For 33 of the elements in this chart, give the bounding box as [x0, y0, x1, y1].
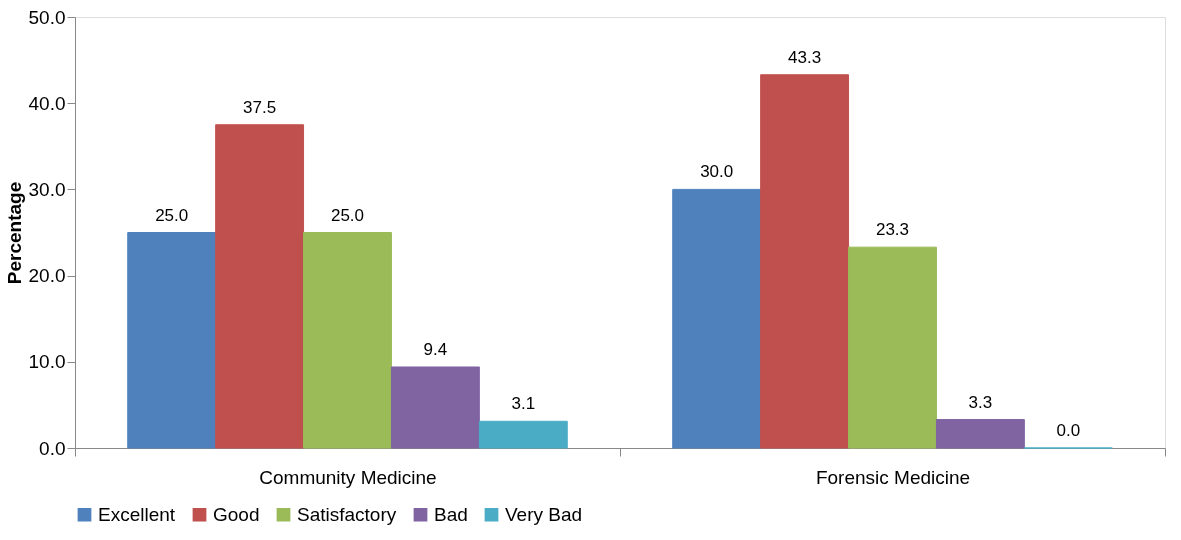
bar	[127, 232, 217, 449]
legend-label: Bad	[434, 503, 468, 525]
legend-label: Satisfactory	[297, 503, 397, 525]
bar	[760, 74, 850, 449]
bar	[848, 246, 937, 449]
y-tick-label: 40.0	[28, 92, 66, 114]
bar	[215, 124, 305, 449]
x-tick-label: Forensic Medicine	[815, 466, 971, 488]
bar	[303, 232, 392, 449]
data-label: 25.0	[155, 205, 189, 225]
x-tick-label: Community Medicine	[259, 466, 437, 488]
data-label: 37.5	[243, 97, 277, 117]
data-label: 9.4	[423, 339, 448, 359]
data-label: 3.3	[968, 392, 993, 412]
data-label: 23.3	[875, 220, 910, 240]
y-tick-label: 30.0	[28, 178, 66, 200]
legend-label: Excellent	[98, 503, 176, 525]
legend-label: Good	[213, 503, 260, 525]
y-tick-label: 20.0	[28, 265, 66, 287]
y-tick-label: 10.0	[28, 351, 66, 373]
legend-label: Very Bad	[505, 503, 583, 525]
bar	[935, 419, 1025, 449]
data-label: 0.0	[1056, 421, 1081, 440]
data-label: 30.0	[700, 162, 734, 182]
bar	[390, 366, 480, 449]
data-label: 3.1	[511, 394, 536, 414]
y-tick-label: 0.0	[39, 437, 66, 459]
data-label: 43.3	[788, 47, 822, 67]
bar	[672, 188, 762, 449]
y-axis-title: Percentage	[3, 181, 25, 285]
data-label: 25.0	[330, 205, 365, 225]
bar	[478, 420, 568, 449]
y-tick-label: 50.0	[28, 6, 66, 28]
